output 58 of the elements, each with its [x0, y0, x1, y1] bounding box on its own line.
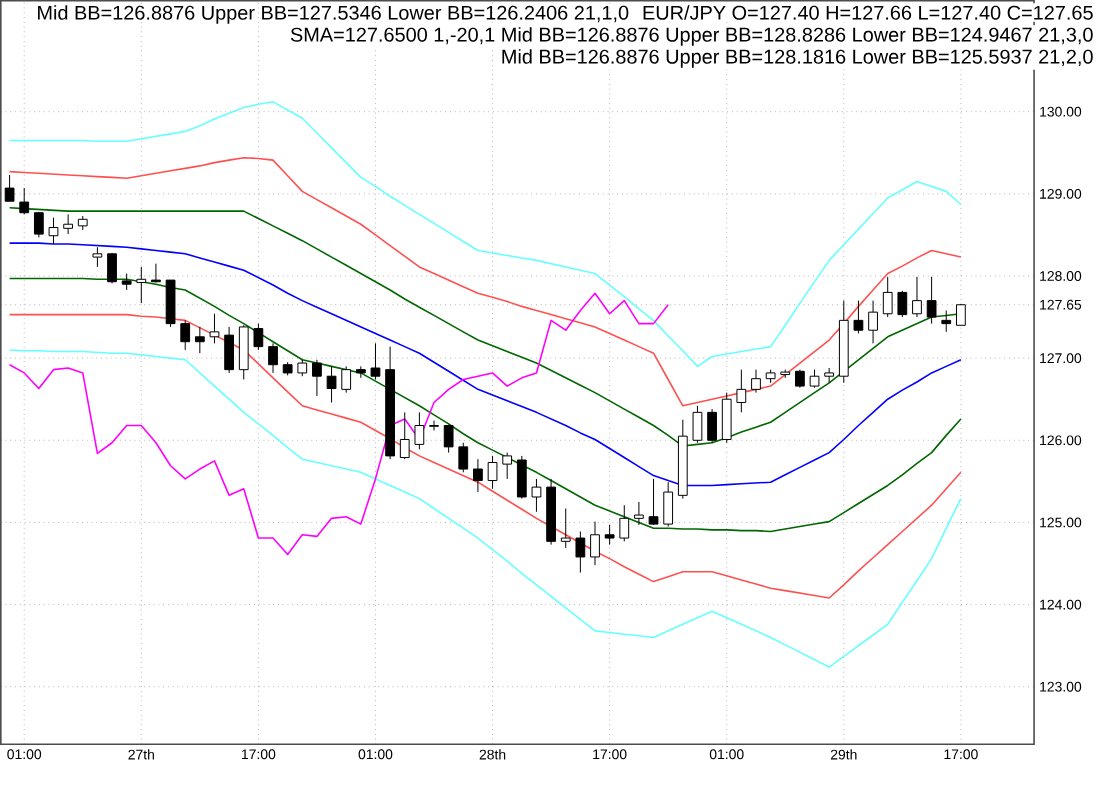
candlestick — [136, 266, 147, 304]
candlestick — [487, 455, 498, 490]
candlestick — [941, 309, 952, 333]
candlestick — [194, 326, 205, 354]
candlestick — [853, 300, 864, 334]
candlestick — [151, 263, 161, 283]
candlestick — [399, 411, 410, 460]
candlestick — [912, 276, 922, 318]
annotation: Mid BB=126.8876 Upper BB=128.1816 Lower BB=125.5937 21,2,0 — [502, 49, 1093, 68]
candlestick — [224, 326, 235, 374]
candlestick — [619, 504, 630, 542]
candlestick — [590, 521, 600, 566]
candlestick — [370, 342, 381, 380]
candlestick — [209, 313, 220, 344]
candlestick — [33, 211, 44, 238]
candlestick — [253, 323, 264, 351]
candlestick — [268, 342, 278, 374]
annotation: SMA=127.6500 1,-20,1 Mid BB=126.8876 Upper BB=128.8286 Lower BB=124.9467 21,3,0 — [290, 27, 1093, 46]
annotation: EUR/JPY O=127.40 H=127.66 L=127.40 C=127.65 — [643, 5, 1093, 20]
candlestick — [429, 419, 439, 431]
candlestick — [868, 300, 878, 344]
line-series — [8, 292, 669, 556]
candlestick — [4, 174, 15, 202]
candlestick — [516, 455, 527, 500]
candlestick — [531, 478, 542, 513]
candlestick — [19, 187, 30, 215]
candlestick — [458, 442, 469, 473]
candlestick — [180, 319, 191, 351]
candlestick — [312, 359, 322, 397]
candlestick — [926, 276, 937, 325]
candlestick — [648, 478, 659, 526]
candlestick — [238, 324, 249, 380]
candlestick — [721, 392, 732, 444]
candlestick — [882, 276, 893, 318]
candlestick — [560, 507, 571, 549]
candlestick — [92, 246, 103, 268]
candlestick — [414, 411, 425, 450]
candlestick — [809, 369, 820, 389]
candlestick — [575, 530, 586, 573]
candlestick — [502, 452, 513, 480]
candlestick — [795, 369, 805, 389]
candlestick — [663, 481, 674, 527]
candlestick — [707, 408, 717, 444]
annotation: Mid BB=126.8876 Upper BB=127.5346 Lower BB=126.2406 21,1,0 — [38, 5, 629, 24]
candlestick — [443, 424, 454, 454]
candlestick — [341, 365, 352, 394]
candlestick — [751, 369, 761, 394]
candlestick — [326, 365, 337, 403]
candlestick — [165, 279, 176, 328]
candlestick — [473, 458, 483, 493]
candlestick — [604, 524, 615, 546]
candlestick — [897, 290, 908, 318]
candlestick — [634, 501, 644, 526]
candlestick — [736, 369, 747, 413]
candlestick — [107, 252, 117, 284]
candlestick — [692, 405, 703, 444]
candlestick — [63, 213, 74, 235]
candlestick — [48, 217, 59, 245]
